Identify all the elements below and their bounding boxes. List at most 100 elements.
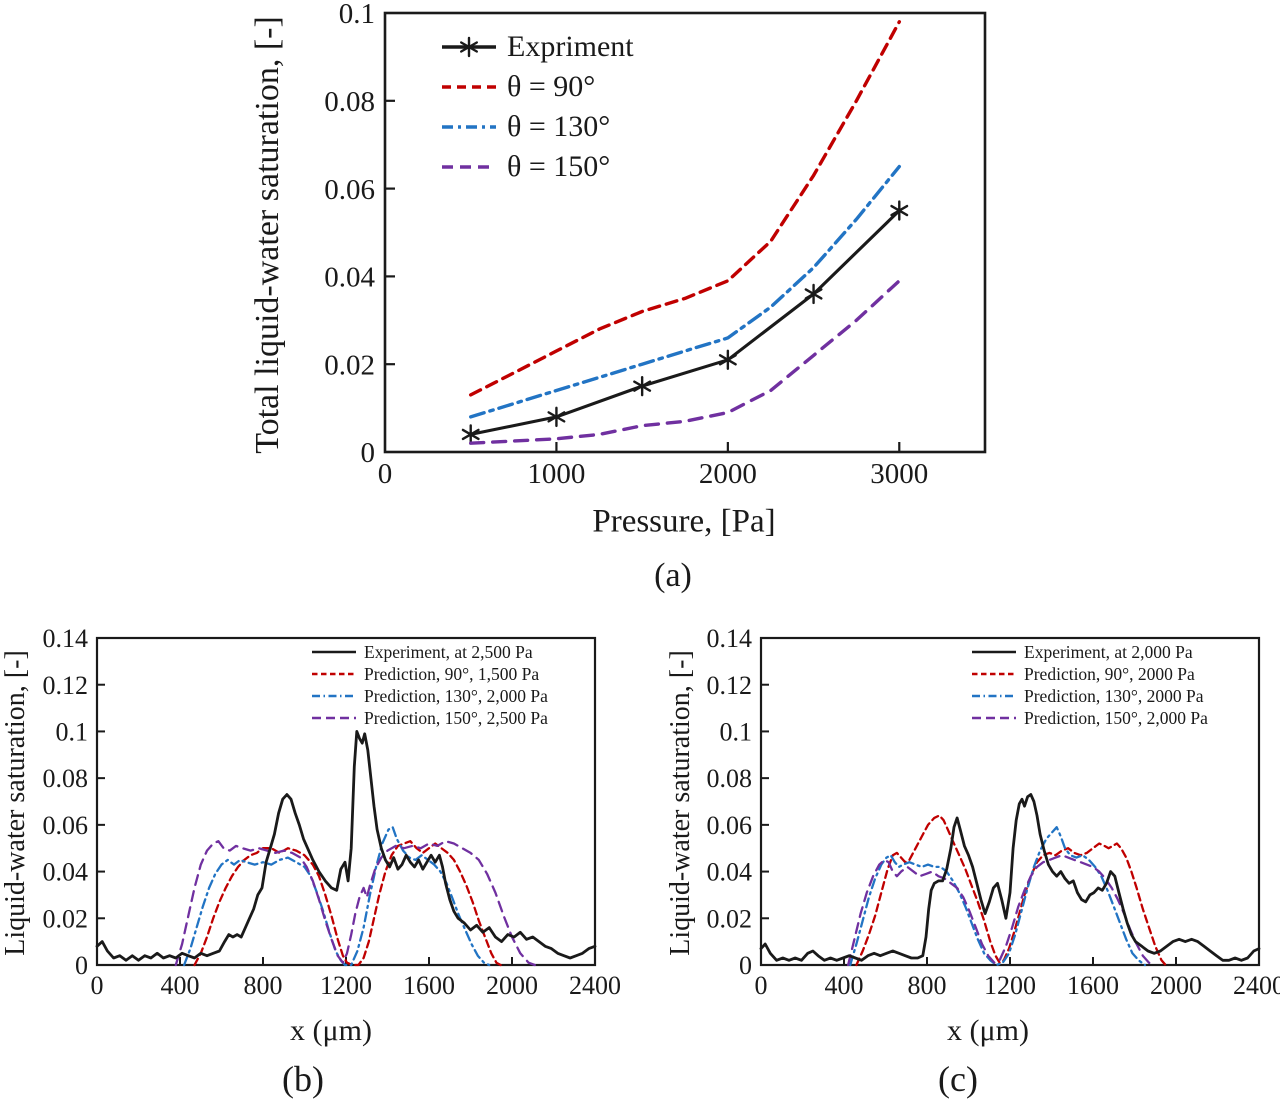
legend-swatch (972, 650, 1016, 654)
legend-item: θ = 150° (442, 147, 634, 187)
series-line (846, 854, 1155, 967)
x-tick-label: 400 (161, 971, 200, 1000)
y-tick-label: 0.08 (324, 86, 375, 118)
x-tick-label: 2000 (486, 971, 538, 1000)
legend-item: Prediction, 130°, 2,000 Pa (312, 685, 548, 707)
y-tick-label: 0.02 (324, 349, 375, 381)
legend-swatch (312, 672, 356, 676)
legend-label: θ = 90° (507, 70, 596, 103)
legend-item: Prediction, 130°, 2000 Pa (972, 685, 1208, 707)
x-tick-label: 1000 (527, 458, 585, 490)
y-tick-label: 0.12 (707, 671, 753, 700)
y-tick-label: 0.04 (324, 262, 375, 294)
series-line (174, 840, 536, 967)
x-tick-label: 800 (244, 971, 283, 1000)
x-tick-label: 800 (908, 971, 947, 1000)
series-line (855, 814, 1167, 967)
legend-swatch (442, 165, 496, 169)
x-tick-label: 2000 (1150, 971, 1202, 1000)
legend-item: Experiment, at 2,500 Pa (312, 641, 548, 663)
chart-a-plot: 0 1000 2000 3000 0 0.02 0.04 0.06 0.08 0.1 (324, 0, 987, 490)
y-tick-label: 0.02 (43, 904, 89, 933)
x-tick-label: 0 (91, 971, 104, 1000)
series-line (849, 826, 1147, 967)
y-tick-label: 0.08 (43, 764, 89, 793)
legend-label: Experiment, at 2,000 Pa (1024, 641, 1193, 662)
legend-label: Experiment, at 2,500 Pa (364, 641, 533, 662)
x-tick-label: 2400 (569, 971, 621, 1000)
y-tick-label: 0.1 (720, 718, 753, 747)
x-tick-label: 1600 (1067, 971, 1119, 1000)
legend-label: Prediction, 150°, 2,500 Pa (364, 707, 548, 728)
legend-swatch (312, 694, 356, 698)
plot-frame (383, 11, 987, 454)
series-line (193, 840, 502, 967)
panel-a-caption: (a) (654, 557, 692, 594)
y-tick-label: 0.12 (43, 671, 89, 700)
series-line (95, 729, 597, 962)
series-line (182, 826, 491, 967)
legend-item: Prediction, 90°, 2000 Pa (972, 663, 1208, 685)
legend-swatch (972, 716, 1016, 720)
x-tick-label: 3000 (870, 458, 928, 490)
x-tick-label: 0 (755, 971, 768, 1000)
y-tick-label: 0.06 (43, 811, 89, 840)
y-tick-label: 0.06 (707, 811, 753, 840)
x-tick-label: 1600 (403, 971, 455, 1000)
legend-swatch (312, 650, 356, 654)
panel-c-x-axis-label: x (μm) (947, 1014, 1029, 1047)
series-line (468, 164, 901, 419)
panel-a-x-axis-label: Pressure, [Pa] (592, 503, 776, 540)
y-tick-label: 0.14 (43, 624, 89, 653)
y-tick-label: 0.06 (324, 174, 375, 206)
x-tick-label: 400 (825, 971, 864, 1000)
legend-swatch (972, 672, 1016, 676)
legend-item: Experiment, at 2,000 Pa (972, 641, 1208, 663)
y-tick-label: 0.1 (339, 0, 375, 30)
chart-c-plot: 0 400 800 1200 1600 2000 2400 0 0.02 0.04 0.06 0.08… (707, 624, 1280, 1000)
y-tick-label: 0.1 (56, 718, 89, 747)
x-tick-label: 2000 (699, 458, 757, 490)
series-line (469, 209, 901, 436)
asterisk-marker (633, 380, 652, 392)
panel-c-caption: (c) (938, 1059, 978, 1099)
legend-label: Prediction, 90°, 2000 Pa (1024, 663, 1195, 684)
asterisk-marker (804, 288, 823, 300)
legend-swatch (312, 716, 356, 720)
legend-swatch (442, 36, 496, 58)
asterisk-marker (890, 204, 909, 217)
y-tick-label: 0.04 (707, 858, 753, 887)
chart-b-legend: Experiment, at 2,500 Pa Prediction, 90°, … (312, 641, 548, 729)
legend-item: Prediction, 90°, 1,500 Pa (312, 663, 548, 685)
x-tick-label: 1200 (320, 971, 372, 1000)
legend-label: Prediction, 150°, 2,000 Pa (1024, 707, 1208, 728)
legend-item: Expriment (442, 27, 634, 67)
legend-swatch (442, 85, 496, 89)
panel-b-x-axis-label: x (μm) (290, 1014, 372, 1047)
legend-item: θ = 130° (442, 107, 634, 147)
legend-label: Prediction, 130°, 2000 Pa (1024, 685, 1204, 706)
y-tick-label: 0.02 (707, 904, 753, 933)
asterisk-marker (460, 41, 478, 53)
asterisk-marker (718, 354, 737, 366)
panel-b-caption: (b) (282, 1059, 324, 1099)
x-tick-label: 1200 (984, 971, 1036, 1000)
series-line (759, 793, 1261, 962)
y-tick-label: 0 (739, 951, 752, 980)
chart-c-legend: Experiment, at 2,000 Pa Prediction, 90°, … (972, 641, 1208, 729)
legend-label: θ = 150° (507, 150, 611, 183)
chart-a-legend: Expriment θ = 90° θ = 130° θ = 150° (442, 27, 634, 187)
legend-label: Expriment (507, 30, 634, 63)
chart-b-plot: 0 400 800 1200 1600 2000 2400 0 0.02 0.04 0.06 0.08… (43, 624, 622, 1000)
legend-label: Prediction, 90°, 1,500 Pa (364, 663, 540, 684)
legend-item: Prediction, 150°, 2,000 Pa (972, 707, 1208, 729)
y-tick-label: 0 (75, 951, 88, 980)
y-tick-label: 0.08 (707, 764, 753, 793)
x-tick-label: 2400 (1233, 971, 1280, 1000)
y-tick-label: 0.14 (707, 624, 753, 653)
legend-label: Prediction, 130°, 2,000 Pa (364, 685, 548, 706)
legend-item: θ = 90° (442, 67, 634, 107)
asterisk-marker (547, 411, 566, 423)
y-tick-label: 0 (361, 437, 376, 469)
